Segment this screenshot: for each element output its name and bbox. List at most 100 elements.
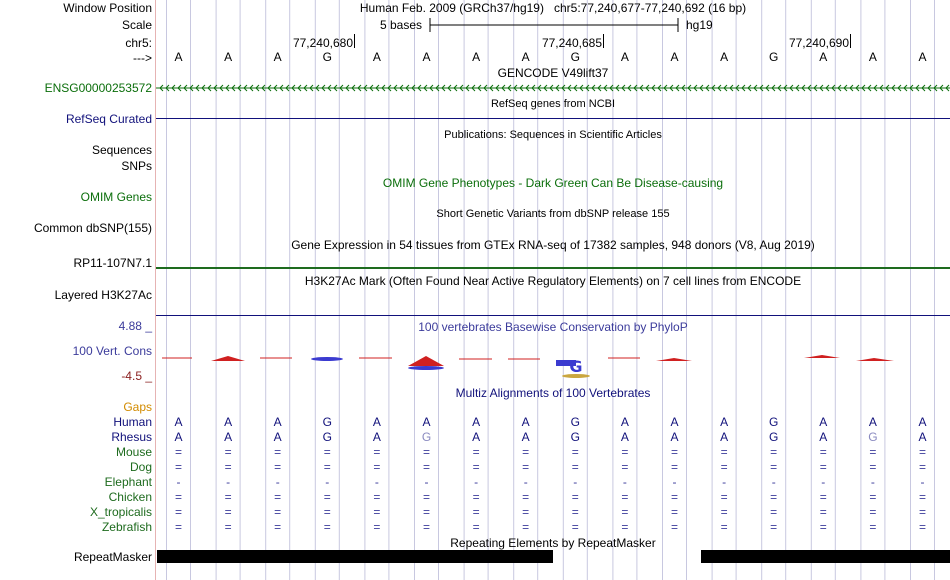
alignment-base: = xyxy=(819,490,827,504)
alignment-base: = xyxy=(621,520,629,534)
gaps-label[interactable]: Gaps xyxy=(123,400,152,414)
alignment-base: A xyxy=(472,430,481,444)
strand-chevron-icon xyxy=(657,84,662,92)
alignment-row: = = = = = = = = = = = = = = = = xyxy=(156,445,950,459)
window-position-value: Human Feb. 2009 (GRCh37/hg19) chr5:77,24… xyxy=(359,1,747,15)
species-label[interactable]: Mouse xyxy=(115,445,152,459)
repeat-element-block[interactable] xyxy=(701,550,950,563)
svg-text:G: G xyxy=(569,357,582,376)
alignment-base: - xyxy=(226,475,231,489)
dbsnp-label[interactable]: Common dbSNP(155) xyxy=(33,221,152,235)
alignment-base: A xyxy=(819,430,828,444)
alignment-base: A xyxy=(521,415,530,429)
species-label[interactable]: X_tropicalis xyxy=(89,505,152,519)
alignment-base: - xyxy=(275,475,280,489)
base-letter: G xyxy=(570,50,580,64)
snps-label[interactable]: SNPs xyxy=(121,159,152,173)
species-label[interactable]: Chicken xyxy=(108,490,152,504)
omim-genes-label[interactable]: OMIM Genes xyxy=(80,190,152,204)
strand-chevron-icon xyxy=(669,84,674,92)
alignment-base: = xyxy=(621,460,629,474)
alignment-base: = xyxy=(472,505,480,519)
alignment-base: = xyxy=(819,445,827,459)
strand-chevron-icon xyxy=(363,84,368,92)
alignment-base: = xyxy=(770,490,778,504)
alignment-base: = xyxy=(274,490,282,504)
strand-chevron-icon xyxy=(687,84,692,92)
gtex-track-title: Gene Expression in 54 tissues from GTEx … xyxy=(291,238,815,252)
base-letter: A xyxy=(819,50,828,64)
alignment-row: = = = = = = = = = = = = = = = = xyxy=(156,520,950,534)
strand-chevron-icon xyxy=(693,84,698,92)
strand-chevron-icon xyxy=(801,84,806,92)
alignment-base: = xyxy=(174,520,182,534)
strand-chevron-icon xyxy=(423,84,428,92)
alignment-base: = xyxy=(819,505,827,519)
strand-chevron-icon xyxy=(783,84,788,92)
strand-chevron-icon xyxy=(945,84,950,92)
alignment-base: = xyxy=(869,460,877,474)
strand-chevron-icon xyxy=(279,84,284,92)
position-tick-label: 77,240,680 xyxy=(292,36,353,50)
strand-chevron-icon xyxy=(717,84,722,92)
alignment-base: G xyxy=(868,430,878,444)
alignment-row: ---------------- xyxy=(156,475,950,489)
gtex-feature-bar[interactable] xyxy=(156,267,950,269)
alignment-base: = xyxy=(422,445,430,459)
alignment-base: A xyxy=(174,430,183,444)
position-tick xyxy=(850,34,851,48)
strand-chevron-icon xyxy=(195,84,200,92)
strand-chevron-icon xyxy=(207,84,212,92)
strand-chevron-icon xyxy=(729,84,734,92)
strand-chevron-icon xyxy=(333,84,338,92)
alignment-base: = xyxy=(869,520,877,534)
repeatmasker-label[interactable]: RepeatMasker xyxy=(73,550,152,564)
strand-chevron-icon xyxy=(525,84,530,92)
publications-sequences-label[interactable]: Sequences xyxy=(91,143,152,157)
alignment-base: = xyxy=(224,490,232,504)
alignment-base: = xyxy=(670,445,678,459)
strand-chevron-icon xyxy=(933,84,938,92)
alignment-base: A xyxy=(868,415,877,429)
alignment-base: = xyxy=(621,505,629,519)
multiz-track-title: Multiz Alignments of 100 Vertebrates xyxy=(455,386,651,400)
alignment-base: = xyxy=(522,460,530,474)
strand-chevron-icon xyxy=(867,84,872,92)
alignment-base: = xyxy=(224,505,232,519)
alignment-base: A xyxy=(422,415,431,429)
base-letter: A xyxy=(174,50,183,64)
gencode-gene-feature[interactable] xyxy=(156,81,950,95)
gencode-gene-label[interactable]: ENSG00000253572 xyxy=(44,81,152,95)
strand-chevron-icon xyxy=(909,84,914,92)
refseq-feature-line[interactable] xyxy=(156,118,950,119)
alignment-base: = xyxy=(472,490,480,504)
base-letter: A xyxy=(720,50,729,64)
strand-chevron-icon xyxy=(369,84,374,92)
strand-chevron-icon xyxy=(939,84,944,92)
strand-chevron-icon xyxy=(825,84,830,92)
repeat-element-block[interactable] xyxy=(157,550,553,563)
phylop-label[interactable]: 100 Vert. Cons xyxy=(72,344,152,358)
species-label[interactable]: Zebrafish xyxy=(101,520,152,534)
refseq-curated-label[interactable]: RefSeq Curated xyxy=(65,112,152,126)
strand-chevron-icon xyxy=(921,84,926,92)
species-label[interactable]: Rhesus xyxy=(111,430,152,444)
strand-chevron-icon xyxy=(345,84,350,92)
species-label[interactable]: Elephant xyxy=(104,475,152,489)
species-label[interactable]: Dog xyxy=(129,460,152,474)
strand-chevron-icon xyxy=(165,84,170,92)
species-label[interactable]: Human xyxy=(113,415,152,429)
strand-chevron-icon xyxy=(285,84,290,92)
strand-chevron-icon xyxy=(561,84,566,92)
base-letter: G xyxy=(769,50,779,64)
gtex-gene-label[interactable]: RP11-107N7.1 xyxy=(73,256,153,270)
strand-chevron-icon xyxy=(849,84,854,92)
alignment-base: A xyxy=(224,415,233,429)
h3k27ac-label[interactable]: Layered H3K27Ac xyxy=(54,288,152,302)
alignment-base: G xyxy=(421,430,432,444)
position-tick xyxy=(603,34,604,48)
alignment-base: A xyxy=(472,415,481,429)
alignment-base: = xyxy=(522,490,530,504)
position-tick xyxy=(354,34,355,48)
alignment-base: - xyxy=(722,475,727,489)
